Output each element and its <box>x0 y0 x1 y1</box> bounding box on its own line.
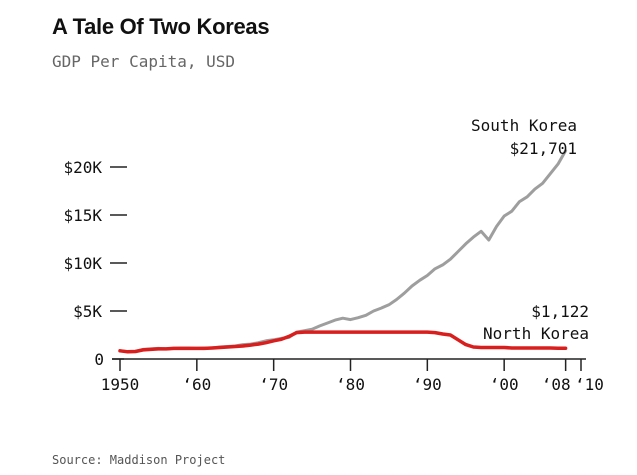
north-korea-value-label: $1,122 <box>531 302 589 321</box>
series-layer <box>118 149 568 354</box>
x-tick-label: ‘10 <box>575 375 604 394</box>
north-korea-label: North Korea <box>483 324 589 343</box>
y-tick-label: $20K <box>63 158 102 177</box>
x-tick-label: ‘70 <box>259 375 288 394</box>
y-tick-label: $15K <box>63 206 102 225</box>
series-line-north-korea <box>118 330 568 354</box>
south-korea-value-label: $21,701 <box>510 139 577 158</box>
x-tick-label: ‘90 <box>413 375 442 394</box>
x-tick-label: ‘08 <box>542 375 571 394</box>
x-tick-label: ‘00 <box>490 375 519 394</box>
x-axis: 1950 ‘60 ‘70 ‘80 ‘90 ‘00 ‘08 ‘10 <box>101 358 604 394</box>
x-tick-label: 1950 <box>101 375 140 394</box>
chart-title: A Tale Of Two Koreas <box>52 14 270 39</box>
annotations: South Korea $21,701 $1,122 North Korea <box>471 116 589 343</box>
y-tick-label: 0 <box>94 350 104 369</box>
south-korea-label: South Korea <box>471 116 577 135</box>
series-line-south-korea <box>118 149 568 354</box>
y-tick-label: $5K <box>73 302 102 321</box>
source-note: Source: Maddison Project <box>52 453 226 467</box>
x-tick-label: ‘80 <box>336 375 365 394</box>
y-axis: 0 $5K $10K $15K $20K <box>63 158 127 369</box>
chart-subtitle: GDP Per Capita, USD <box>52 52 236 71</box>
y-tick-label: $10K <box>63 254 102 273</box>
x-tick-label: ‘60 <box>182 375 211 394</box>
